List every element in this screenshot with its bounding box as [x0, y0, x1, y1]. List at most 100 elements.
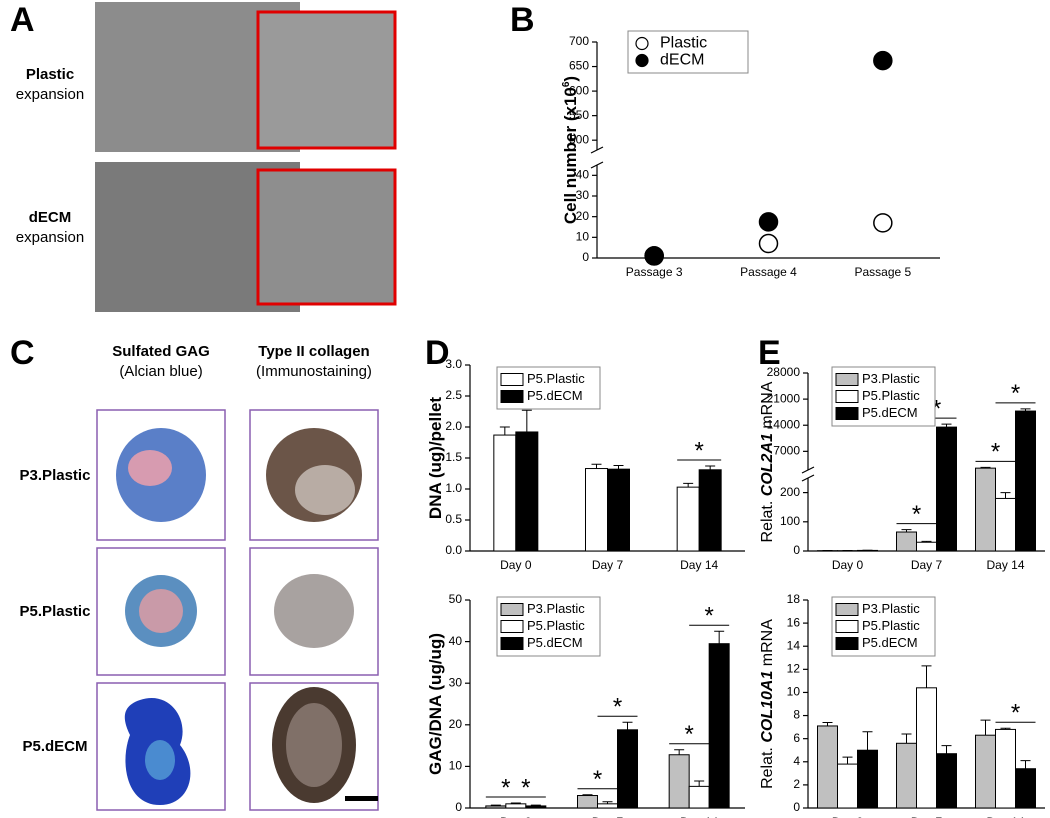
bar: [995, 728, 1016, 809]
x-tick-label: Day 7: [592, 558, 624, 572]
legend-label: P5.dECM: [527, 635, 583, 650]
error-bar: [582, 794, 593, 796]
error-bar: [499, 426, 510, 436]
y-tick-label: 1.5: [445, 450, 462, 464]
error-bar: [921, 540, 932, 543]
legend-swatch: [500, 373, 524, 386]
significance-star: *: [501, 774, 510, 801]
significance-star: *: [991, 439, 1000, 466]
inset: [256, 10, 397, 150]
panel-a: Plastic expansion dECM expansion: [16, 2, 397, 312]
panel-label: C: [10, 334, 35, 372]
y-tick-label: 28000: [767, 365, 801, 379]
x-tick-label: Passage 3: [626, 265, 683, 279]
error-bar: [1000, 492, 1011, 499]
x-tick-label: Day 0: [500, 558, 532, 572]
column-subtitle: (Immunostaining): [256, 363, 372, 380]
x-tick-label: Day 14: [986, 558, 1024, 572]
bar: [585, 468, 608, 552]
legend-marker: [635, 36, 649, 51]
legend-label: dECM: [660, 52, 704, 69]
bar: [1015, 410, 1036, 552]
row-sublabel: expansion: [16, 229, 84, 246]
error-bar: [862, 731, 873, 751]
legend-label: P3.Plastic: [862, 371, 920, 386]
error-bar: [521, 409, 532, 432]
panel-label: D: [425, 334, 450, 372]
x-tick-label: Day 7: [911, 558, 943, 572]
y-tick-label: 8: [793, 708, 800, 722]
bar: [936, 753, 957, 809]
bar: [617, 729, 638, 809]
image-frame: [96, 547, 226, 676]
y-axis-label-part: mRNA: [759, 381, 776, 433]
error-bar: [901, 733, 912, 744]
y-tick-label: 700: [569, 34, 589, 48]
error-bar: [510, 802, 521, 804]
bar: [525, 805, 547, 809]
panel-label: A: [10, 1, 35, 39]
y-tick-label: 10: [449, 759, 463, 773]
error-bar: [530, 804, 541, 806]
bar: [837, 763, 858, 809]
y-axis-label-part: Cell number (x10: [561, 87, 580, 224]
scale-bar: [345, 796, 378, 801]
significance-star: *: [694, 437, 703, 464]
legend-label: P5.Plastic: [527, 618, 585, 633]
legend-swatch: [500, 637, 524, 650]
column-title: Sulfated GAG: [112, 343, 210, 360]
y-tick-label: 14000: [767, 417, 801, 431]
legend-label: P3.Plastic: [527, 601, 585, 616]
axis-break: [801, 466, 815, 474]
pellet-stain: [128, 450, 172, 486]
error-bar: [694, 780, 705, 787]
axis-break: [801, 474, 815, 482]
image-frame: [249, 682, 379, 811]
error-bar: [602, 801, 613, 804]
y-axis-label-part: mRNA: [759, 619, 776, 671]
error-bar: [1020, 760, 1031, 769]
y-tick-label: 10: [576, 230, 590, 244]
bar: [708, 643, 730, 809]
legend-swatch: [500, 390, 524, 403]
error-bar: [674, 749, 685, 755]
bar: [577, 795, 598, 809]
error-bar: [941, 423, 952, 428]
bar: [817, 725, 838, 809]
row-label: P5.Plastic: [20, 603, 91, 620]
y-tick-label: 7000: [773, 444, 800, 458]
error-bar: [1000, 727, 1011, 730]
y-tick-label: 10: [787, 685, 801, 699]
y-tick-label: 600: [569, 83, 589, 97]
legend-swatch: [835, 603, 859, 616]
error-bar: [980, 466, 991, 469]
pellet-stain: [286, 703, 342, 787]
column-title: Type II collagen: [258, 343, 369, 360]
error-bar: [683, 482, 694, 488]
significance-star: *: [932, 395, 941, 422]
pellet-stain: [145, 740, 175, 780]
bar: [1015, 768, 1036, 809]
significance-star: *: [521, 774, 530, 801]
legend-label: Plastic: [660, 35, 707, 52]
x-tick-label: Day 14: [680, 558, 718, 572]
error-bar: [941, 745, 952, 754]
legend-swatch: [835, 620, 859, 633]
y-tick-label: 50: [449, 592, 463, 606]
bar: [493, 434, 517, 552]
y-tick-label: 3.0: [445, 357, 462, 371]
x-tick-label: Day 7: [592, 815, 624, 818]
bar: [505, 803, 527, 809]
axis-break: [590, 146, 604, 154]
y-tick-label: 40: [449, 634, 463, 648]
legend-marker: [635, 53, 649, 68]
legend-label: P5.dECM: [862, 405, 918, 420]
error-bar: [980, 719, 991, 736]
y-tick-label: 21000: [767, 391, 801, 405]
y-axis-label-part: COL2A1: [759, 433, 776, 496]
significance-star: *: [704, 603, 713, 630]
y-tick-label: 0: [582, 250, 589, 264]
y-tick-label: 0.0: [445, 543, 462, 557]
pellet: [274, 574, 354, 648]
error-bar: [1020, 408, 1031, 412]
